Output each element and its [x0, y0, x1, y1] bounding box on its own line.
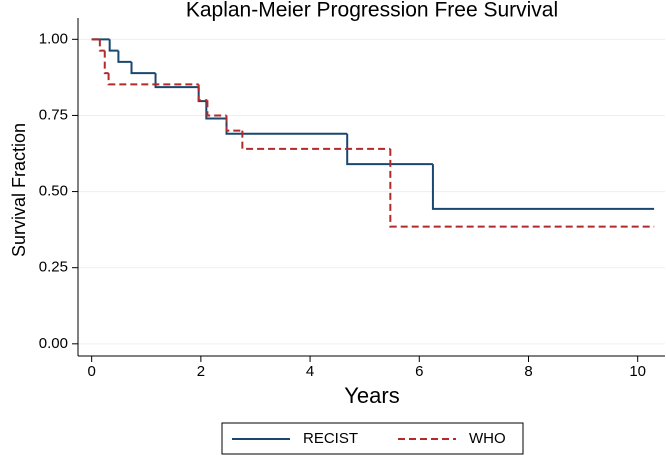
x-tick-label: 8 [524, 363, 532, 380]
x-tick-label: 2 [197, 363, 205, 380]
x-tick-label: 0 [87, 363, 95, 380]
survival-step [103, 50, 109, 75]
x-axis-label: Years [344, 383, 399, 408]
y-tick-label: 0.25 [39, 259, 68, 276]
survival-step [346, 133, 433, 166]
y-tick-label: 0.00 [39, 335, 68, 352]
survival-step [107, 73, 199, 86]
survival-step [205, 101, 227, 120]
survival-step [241, 130, 391, 150]
legend-label: RECIST [303, 430, 358, 447]
survival-step [431, 164, 655, 210]
survival-step [197, 87, 207, 103]
survival-step [197, 84, 208, 102]
survival-step [206, 100, 227, 117]
survival-step [389, 148, 655, 228]
survival-step [225, 115, 243, 132]
y-tick-label: 0.75 [39, 106, 68, 123]
x-tick-label: 10 [629, 363, 646, 380]
legend-label: WHO [469, 430, 506, 447]
survival-step [98, 39, 105, 52]
y-axis-label: Survival Fraction [9, 123, 29, 257]
x-tick-label: 4 [306, 363, 314, 380]
x-tick-label: 6 [415, 363, 423, 380]
survival-step [154, 73, 199, 89]
y-tick-label: 1.00 [39, 30, 68, 47]
survival-step [117, 50, 132, 63]
survival-step [225, 118, 348, 135]
survival-step [108, 39, 119, 52]
survival-step [130, 61, 156, 75]
chart-title: Kaplan-Meier Progression Free Survival [186, 0, 558, 22]
y-tick-label: 0.50 [39, 183, 68, 200]
